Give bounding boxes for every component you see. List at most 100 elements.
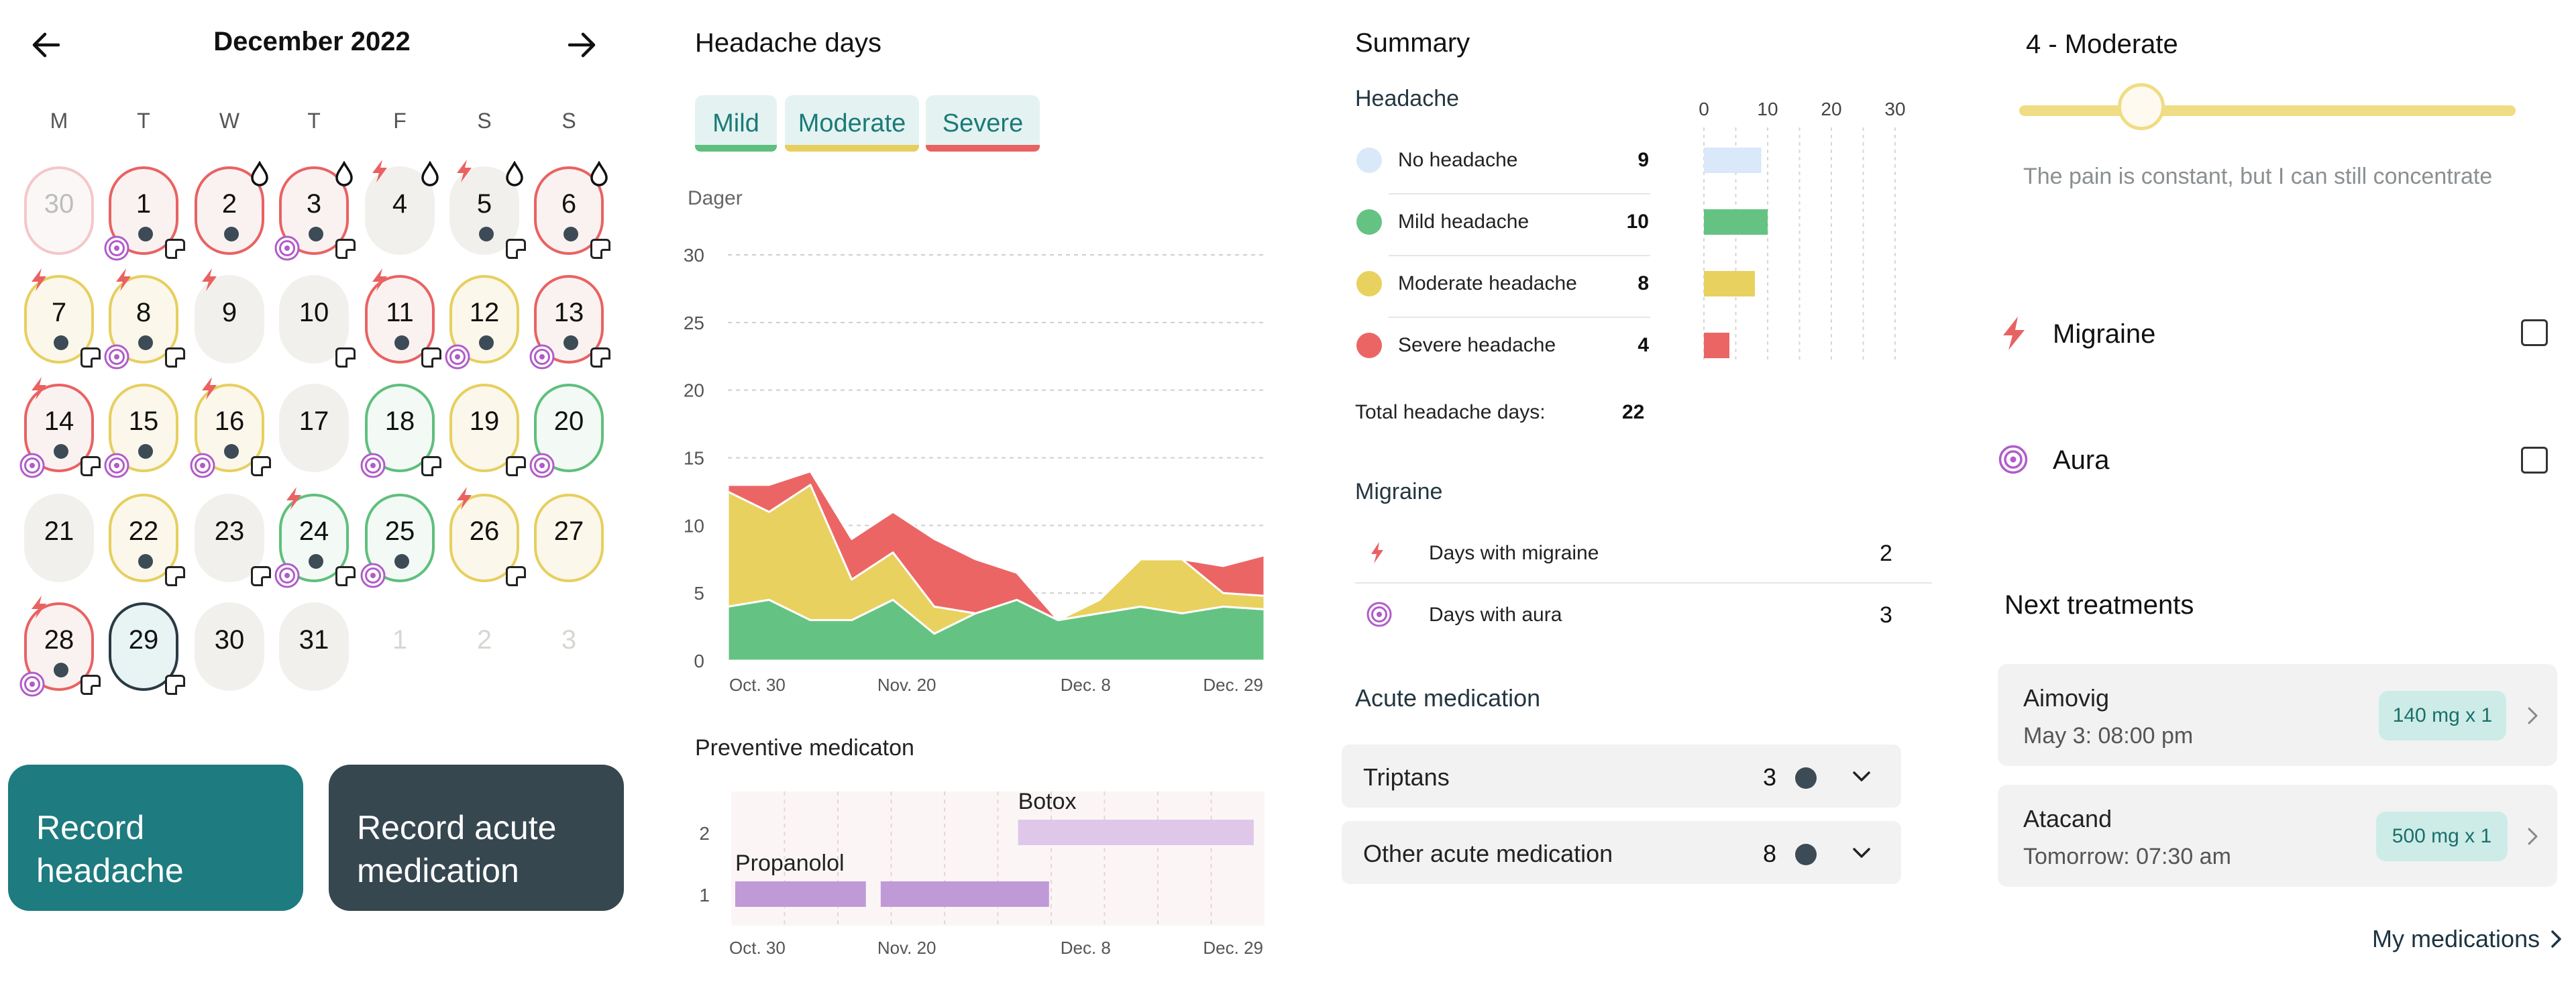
drop-icon (251, 161, 268, 186)
my-medications-link[interactable]: My medications (2372, 923, 2564, 955)
calendar-day[interactable]: 1 (104, 166, 185, 261)
day-number: 1 (136, 189, 152, 219)
day-number: 23 (214, 516, 245, 546)
calendar-day[interactable]: 28 (19, 596, 101, 697)
medication-dot-icon (138, 444, 153, 459)
treatment-card-aimovig[interactable]: Aimovig May 3: 08:00 pm 140 mg x 1 (1998, 664, 2557, 766)
note-icon (80, 675, 101, 695)
note-icon (590, 347, 610, 368)
calendar-day[interactable]: 29 (109, 602, 185, 695)
calendar-day: 3 (534, 602, 604, 691)
divider (1389, 255, 1650, 256)
calendar-day[interactable]: 27 (534, 494, 604, 582)
note-icon (506, 239, 526, 259)
drop-icon (590, 161, 608, 186)
days-with-aura-label: Days with aura (1429, 604, 1562, 626)
calendar-day[interactable]: 10 (279, 275, 356, 368)
chip-mild[interactable]: Mild (695, 95, 777, 152)
calendar-day[interactable]: 6 (534, 161, 610, 259)
aura-icon (104, 344, 129, 370)
x-tick-label: Oct. 30 (729, 675, 786, 695)
divider (1389, 193, 1650, 195)
medication-dot-icon (138, 554, 153, 569)
calendar-day[interactable]: 17 (279, 384, 349, 472)
day-number: 12 (469, 298, 500, 327)
calendar-day[interactable]: 2 (195, 161, 268, 255)
bolt-icon (32, 377, 46, 400)
calendar-day[interactable]: 7 (24, 268, 101, 368)
note-icon (165, 675, 185, 695)
calendar-day[interactable]: 8 (104, 268, 185, 370)
calendar-day[interactable]: 22 (109, 494, 185, 586)
calendar-day[interactable]: 25 (360, 494, 435, 588)
migraine-checkbox[interactable] (2521, 319, 2548, 346)
chip-severe[interactable]: Severe (926, 95, 1040, 152)
calendar-day[interactable]: 11 (365, 268, 441, 368)
chip-moderate[interactable]: Moderate (785, 95, 919, 152)
weekday-label: S (477, 109, 492, 133)
calendar-day[interactable]: 16 (190, 377, 271, 478)
aura-icon (19, 453, 45, 478)
my-medications-label: My medications (2372, 925, 2540, 952)
x-tick-label: Dec. 8 (1061, 675, 1111, 695)
calendar-day: 2 (449, 602, 519, 691)
calendar-day[interactable]: 14 (19, 377, 101, 478)
calendar-day[interactable]: 23 (195, 494, 271, 586)
note-icon (335, 347, 356, 368)
summary-title: Summary (1355, 28, 1470, 58)
note-icon (251, 566, 271, 586)
record-headache-button[interactable]: Record headache (8, 765, 303, 911)
next-treatments-title: Next treatments (2004, 590, 2194, 620)
calendar-day[interactable]: 30 (24, 166, 94, 255)
calendar-day[interactable]: 30 (195, 602, 264, 691)
dose-badge: 500 mg x 1 (2376, 812, 2508, 861)
aura-icon (360, 563, 386, 588)
aura-icon (1366, 602, 1392, 627)
drop-icon (421, 161, 439, 186)
note-icon (421, 347, 441, 368)
other-acute-count: 8 (1763, 840, 1777, 867)
bolt-icon (457, 160, 472, 182)
calendar-day[interactable]: 24 (274, 487, 356, 588)
calendar-day[interactable]: 15 (104, 384, 178, 478)
intensity-slider[interactable] (2019, 83, 2516, 130)
calendar-day[interactable]: 19 (449, 384, 526, 476)
day-number: 16 (214, 406, 245, 436)
day-number: 6 (561, 189, 577, 219)
record-acute-medication-button[interactable]: Record acute medication (329, 765, 624, 911)
medication-dot-icon (54, 663, 68, 677)
prev-month-button[interactable] (23, 21, 70, 68)
calendar-day[interactable]: 20 (529, 384, 604, 478)
calendar-day[interactable]: 12 (445, 275, 519, 370)
calendar-day[interactable]: 3 (274, 161, 356, 261)
calendar-day[interactable]: 18 (360, 384, 441, 478)
calendar-day[interactable]: 4 (365, 160, 439, 255)
weekday-label: T (137, 109, 150, 133)
slider-track (2019, 105, 2516, 116)
next-month-button[interactable] (558, 21, 605, 68)
treatment-card-atacand[interactable]: Atacand Tomorrow: 07:30 am 500 mg x 1 (1998, 785, 2557, 887)
x-tick-label: 30 (1884, 99, 1905, 119)
day-number: 15 (128, 406, 159, 436)
calendar-day[interactable]: 13 (529, 275, 610, 370)
accordion-triptans[interactable]: Triptans 3 (1342, 745, 1901, 808)
calendar-day[interactable]: 5 (449, 160, 526, 259)
calendar-day[interactable]: 26 (449, 487, 526, 586)
calendar-day[interactable]: 21 (24, 494, 94, 582)
calendar-day[interactable]: 9 (195, 268, 264, 364)
treatment-name: Aimovig (2023, 684, 2110, 712)
day-number: 2 (476, 625, 492, 655)
accordion-other-acute[interactable]: Other acute medication 8 (1342, 821, 1901, 884)
x-tick-label: Dec. 29 (1203, 675, 1263, 695)
medication-dot-icon (394, 335, 409, 350)
preventive-title: Preventive medicaton (695, 735, 914, 761)
slider-thumb[interactable] (2118, 83, 2165, 130)
x-tick-label: Nov. 20 (877, 938, 936, 958)
intensity-description: The pain is constant, but I can still co… (2023, 164, 2493, 189)
aura-checkbox[interactable] (2521, 447, 2548, 474)
x-tick-label: 10 (1757, 99, 1778, 119)
calendar-day[interactable]: 31 (279, 602, 349, 691)
drop-icon (335, 161, 353, 186)
y-tick-label: 2 (699, 823, 710, 844)
aura-icon (529, 453, 555, 478)
